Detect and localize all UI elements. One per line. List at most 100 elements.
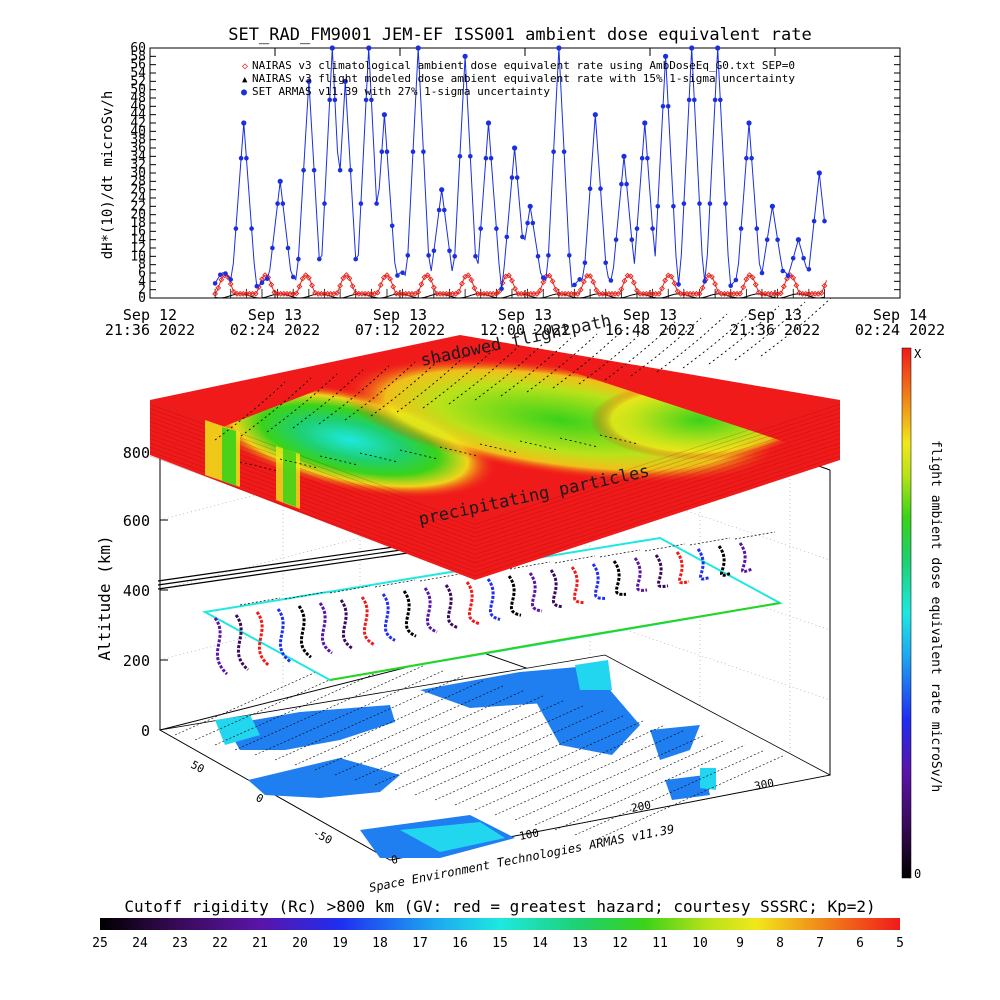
colorbar-tick-label: 25 — [92, 936, 108, 951]
track-dash — [509, 561, 551, 570]
data-point — [240, 290, 247, 297]
data-point — [627, 273, 634, 280]
data-point — [215, 284, 222, 291]
data-point — [387, 276, 394, 282]
track-dash — [329, 585, 371, 594]
colorbar-tick-label: 16 — [452, 936, 468, 951]
data-point — [424, 272, 431, 279]
x-tick-label-date: Sep 12 — [123, 306, 177, 324]
legend-text: NAIRAS v3 climatological ambient dose eq… — [252, 59, 795, 72]
track-dash — [239, 597, 281, 606]
data-point — [396, 290, 403, 297]
y-tick-label: 28 — [130, 174, 146, 189]
data-point — [384, 272, 390, 279]
data-point — [359, 290, 365, 297]
altitude-axis-ticks: 0 200 400 600 800 — [123, 444, 168, 740]
colorbar-tick-label: 9 — [736, 936, 744, 951]
slab-stripe — [474, 421, 841, 542]
data-point — [598, 186, 603, 191]
data-point — [655, 204, 661, 209]
data-point — [801, 255, 806, 261]
data-point — [649, 290, 656, 297]
data-point — [665, 104, 671, 109]
data-point — [690, 290, 697, 297]
y-tick-label: 58 — [130, 49, 146, 64]
z-tick-label: 600 — [123, 512, 150, 530]
ground-map — [158, 649, 832, 861]
y-tick-label: 36 — [130, 141, 146, 156]
data-point — [624, 181, 629, 187]
slab-stripe — [149, 451, 476, 572]
data-point — [293, 290, 300, 297]
data-point — [223, 271, 228, 276]
chart-title: SET_RAD_FM9001 JEM-EF ISS001 ambient dos… — [228, 25, 811, 45]
data-point — [311, 167, 317, 173]
series-climatological — [212, 272, 828, 297]
data-point — [434, 290, 440, 297]
data-point — [494, 226, 499, 231]
orbit-tracks — [213, 531, 776, 676]
data-point — [799, 290, 806, 297]
orbit-track — [528, 572, 543, 613]
data-point — [309, 282, 315, 289]
data-point — [699, 284, 706, 291]
lon-tick-label: 0 — [390, 853, 399, 867]
peak-point — [439, 187, 445, 193]
data-point — [749, 274, 756, 281]
slab-layer-stripes — [149, 399, 841, 577]
y-tick-label: 2 — [138, 283, 146, 298]
data-point — [721, 290, 728, 297]
data-point — [577, 277, 582, 282]
data-point — [668, 273, 675, 280]
x-tick-label-time: 02:24 2022 — [230, 321, 320, 339]
longitude-axis-ticks: 0 100 200 300 — [390, 776, 775, 867]
data-point — [551, 149, 556, 154]
ground-plane — [158, 654, 832, 861]
data-point — [427, 276, 434, 283]
data-point — [374, 289, 381, 296]
slab-edge-green — [283, 448, 296, 507]
slab-stripe — [474, 446, 841, 568]
slab-tracks — [214, 297, 832, 472]
data-point — [718, 290, 725, 297]
legend-text: NAIRAS v3 flight modeled dose ambient eq… — [252, 72, 795, 85]
legend-symbol: ◇ — [242, 61, 248, 72]
data-point — [596, 290, 603, 297]
data-point — [348, 167, 353, 173]
data-point — [525, 220, 530, 226]
legend-symbol: ● — [241, 87, 247, 98]
data-point — [634, 226, 640, 231]
data-point — [780, 268, 786, 274]
data-point — [318, 290, 325, 297]
data-point — [754, 226, 760, 231]
lon-tick-label: 300 — [753, 776, 775, 793]
data-point — [650, 226, 655, 231]
slab-track — [359, 452, 399, 463]
rigidity-layer — [201, 531, 784, 682]
data-point — [681, 201, 687, 206]
data-point — [296, 283, 303, 290]
y-tick-label: 24 — [130, 191, 146, 206]
track-dash — [374, 579, 416, 588]
data-point — [465, 272, 472, 279]
data-point — [652, 290, 659, 297]
data-point — [358, 201, 364, 206]
series-line — [214, 47, 825, 289]
data-point — [355, 290, 362, 297]
slab-track — [439, 446, 479, 457]
track-dash — [689, 537, 731, 546]
data-point — [723, 201, 728, 206]
data-point — [327, 97, 333, 103]
land-masses — [225, 665, 710, 858]
data-point — [227, 281, 234, 287]
data-point — [762, 290, 769, 297]
data-point — [540, 275, 546, 281]
data-point — [484, 290, 490, 297]
data-point — [785, 273, 791, 279]
peak-point — [621, 153, 627, 159]
data-point — [262, 272, 269, 279]
time-series-panel: SET_RAD_FM9001 JEM-EF ISS001 ambient dos… — [100, 25, 945, 339]
y-tick-label: 44 — [130, 108, 146, 123]
orbit-track — [402, 590, 417, 638]
data-point — [793, 282, 800, 289]
